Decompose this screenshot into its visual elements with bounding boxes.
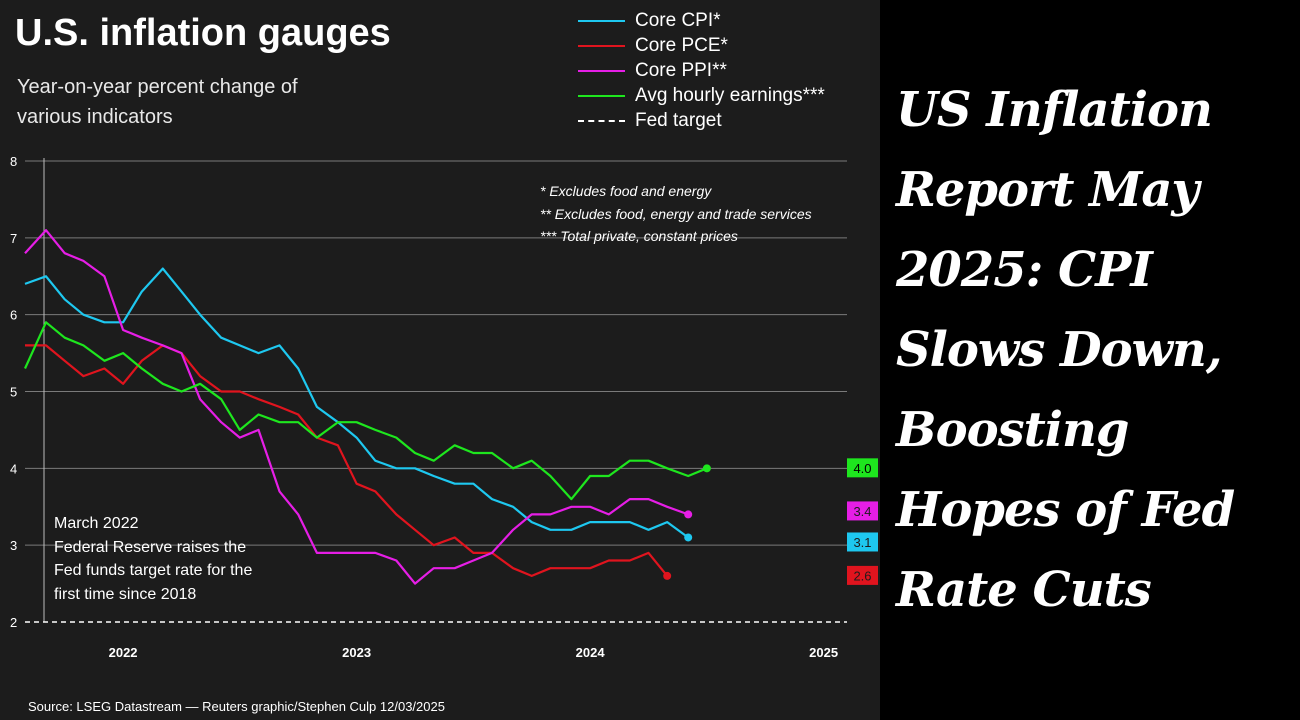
legend-label-core-cpi: Core CPI*	[635, 10, 721, 31]
series-endpoint-core-pce	[663, 571, 672, 580]
chart-notes: * Excludes food and energy ** Excludes f…	[540, 180, 812, 248]
annotation-line: March 2022	[54, 515, 139, 532]
y-tick-label: 3	[10, 538, 17, 553]
series-line-core-ppi	[24, 229, 689, 585]
legend-label-core-ppi: Core PPI**	[635, 60, 727, 81]
annotation-line: first time since 2018	[54, 585, 197, 603]
series-line-core-pce	[25, 344, 669, 577]
series-endpoint-avg-hourly-earnings	[702, 464, 711, 473]
series-line-avg-hourly-earnings	[23, 321, 708, 501]
fed-hike-annotation: March 2022 Federal Reserve raises the Fe…	[54, 512, 294, 606]
x-tick-label: 2023	[342, 645, 371, 660]
legend-item-core-pce: Core PCE*	[578, 33, 825, 58]
series-endpoint-core-cpi	[684, 533, 693, 542]
chart-legend: Core CPI* Core PCE* Core PPI** Avg hourl…	[578, 8, 825, 133]
annotation-line: Fed funds target rate for the	[54, 562, 253, 579]
end-label-box-core-pce	[847, 565, 878, 585]
y-tick-label: 6	[10, 308, 17, 323]
chart-subtitle: Year-on-year percent change of various i…	[17, 76, 298, 128]
legend-item-core-cpi: Core CPI*	[578, 8, 825, 33]
y-tick-label: 2	[10, 615, 17, 630]
end-label-box-core-ppi	[847, 501, 878, 521]
x-tick-label: 2024	[576, 645, 606, 660]
y-tick-label: 8	[10, 154, 17, 169]
chart-source: Source: LSEG Datastream — Reuters graphi…	[28, 699, 445, 714]
legend-label-core-pce: Core PCE*	[635, 35, 728, 56]
note-core: * Excludes food and energy	[540, 183, 712, 199]
y-tick-label: 7	[10, 231, 17, 246]
legend-label-avg-hourly-earnings: Avg hourly earnings***	[635, 85, 825, 106]
end-label-box-avg-hourly-earnings	[847, 458, 878, 478]
legend-swatch-core-cpi	[578, 19, 625, 22]
x-tick-label: 2022	[109, 645, 138, 660]
chart-title: U.S. inflation gauges	[15, 12, 391, 54]
annotation-line: Federal Reserve raises the	[54, 538, 247, 556]
end-label-box-core-cpi	[847, 532, 878, 552]
legend-item-avg-hourly-earnings: Avg hourly earnings***	[578, 83, 825, 108]
end-label-core-ppi: 3.4	[853, 504, 871, 519]
end-label-core-pce: 2.6	[853, 568, 871, 583]
chart-svg: 2 3 4 5 6 7 8 2022 2023 2024 2025 3.1 2.6 3.4 4.0	[10, 154, 878, 660]
article-headline: US Inflation Report May 2025: CPI Slows …	[896, 82, 1235, 618]
legend-swatch-core-pce	[578, 44, 625, 47]
y-tick-label: 5	[10, 385, 17, 400]
note-earnings: *** Total private, constant prices	[540, 228, 738, 244]
note-ppi: ** Excludes food, energy and trade servi…	[540, 205, 812, 222]
chart-panel	[0, 0, 880, 720]
legend-label-fed-target: Fed target	[635, 110, 722, 131]
x-tick-label: 2025	[809, 645, 838, 660]
legend-item-fed-target: Fed target	[578, 108, 825, 133]
series-endpoint-core-ppi	[684, 510, 693, 519]
series-line-core-cpi	[24, 267, 689, 539]
legend-swatch-avg-hourly-earnings	[578, 94, 625, 97]
y-tick-label: 4	[10, 461, 17, 476]
end-label-avg-hourly-earnings: 4.0	[853, 461, 871, 476]
end-label-core-cpi: 3.1	[853, 535, 871, 550]
legend-item-core-ppi: Core PPI**	[578, 58, 825, 83]
legend-swatch-core-ppi	[578, 69, 625, 72]
legend-swatch-fed-target	[578, 119, 625, 122]
